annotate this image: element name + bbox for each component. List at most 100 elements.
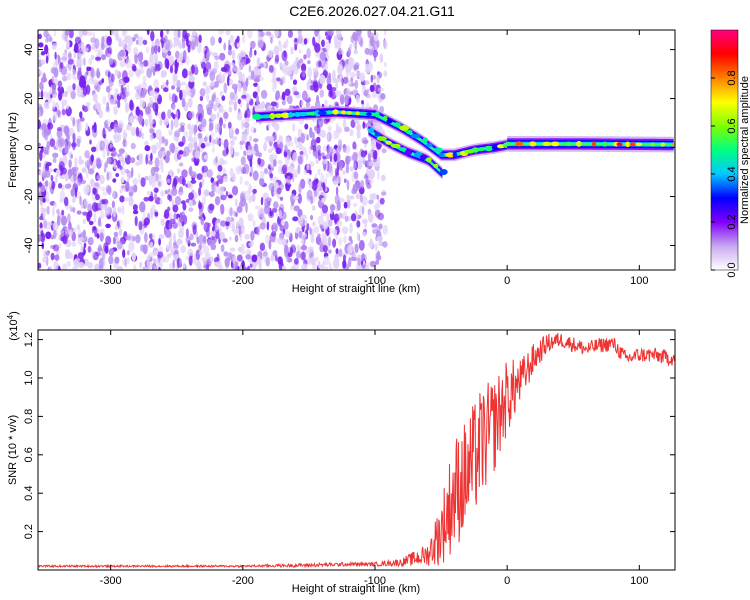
- noise-speckle: [370, 194, 376, 201]
- noise-speckle: [66, 260, 71, 268]
- y-tick-label: 1.0: [23, 370, 35, 385]
- noise-speckle: [290, 205, 293, 210]
- noise-speckle: [272, 159, 277, 167]
- noise-speckle: [171, 85, 175, 90]
- noise-speckle: [342, 76, 349, 84]
- noise-speckle: [112, 206, 117, 218]
- noise-speckle: [222, 238, 228, 243]
- noise-speckle: [303, 233, 308, 238]
- noise-speckle: [216, 112, 220, 119]
- noise-speckle: [182, 263, 186, 269]
- noise-speckle: [128, 185, 134, 197]
- noise-speckle: [285, 154, 290, 166]
- noise-speckle: [86, 31, 93, 37]
- y-tick-label: 1.2: [23, 332, 35, 347]
- noise-speckle: [156, 63, 161, 72]
- noise-speckle: [241, 94, 247, 99]
- noise-speckle: [312, 36, 316, 47]
- upper-track-peak: [452, 152, 458, 158]
- noise-speckle: [342, 170, 346, 175]
- noise-speckle: [326, 146, 334, 157]
- noise-speckle: [379, 56, 384, 62]
- noise-speckle: [173, 38, 180, 46]
- noise-speckle: [66, 39, 70, 50]
- noise-speckle: [218, 71, 223, 82]
- noise-speckle: [260, 89, 268, 99]
- noise-speckle: [63, 52, 67, 57]
- noise-speckle: [192, 30, 197, 37]
- upper-track-peak: [426, 143, 433, 148]
- noise-speckle: [111, 73, 115, 83]
- noise-speckle: [369, 84, 375, 93]
- noise-speckle: [184, 32, 190, 38]
- noise-speckle: [235, 166, 241, 175]
- noise-speckle: [265, 234, 270, 245]
- noise-speckle: [320, 173, 325, 184]
- noise-speckle: [326, 213, 330, 223]
- noise-speckle: [181, 98, 186, 108]
- noise-speckle: [204, 142, 211, 147]
- noise-speckle: [132, 235, 136, 242]
- noise-speckle: [198, 113, 203, 122]
- noise-speckle: [248, 49, 253, 58]
- noise-speckle: [247, 30, 253, 39]
- noise-speckle: [352, 183, 358, 194]
- noise-speckle: [149, 241, 154, 249]
- noise-speckle: [363, 174, 370, 180]
- stable-track-peak: [504, 141, 512, 146]
- noise-speckle: [150, 145, 157, 150]
- colorbar-tick-label: 0.0: [726, 262, 738, 277]
- noise-speckle: [150, 65, 155, 73]
- noise-speckle: [119, 91, 127, 100]
- noise-speckle: [52, 244, 60, 252]
- noise-speckle: [338, 248, 343, 258]
- noise-speckle: [270, 255, 275, 262]
- noise-speckle: [206, 93, 210, 102]
- noise-speckle: [196, 261, 202, 270]
- noise-speckle: [153, 187, 159, 193]
- noise-speckle: [138, 83, 143, 93]
- noise-speckle: [74, 36, 82, 45]
- upper-track-peak: [274, 113, 282, 118]
- noise-speckle: [254, 49, 257, 56]
- noise-speckle: [270, 146, 276, 151]
- noise-speckle: [236, 206, 243, 213]
- noise-speckle: [252, 170, 259, 181]
- noise-speckle: [292, 216, 299, 222]
- noise-speckle: [303, 54, 307, 60]
- noise-speckle: [180, 245, 187, 254]
- noise-speckle: [164, 209, 170, 220]
- noise-speckle: [249, 40, 256, 49]
- noise-speckle: [90, 146, 97, 153]
- noise-speckle: [317, 215, 324, 226]
- noise-speckle: [229, 34, 235, 43]
- lower-track-peak: [420, 154, 427, 160]
- noise-speckle: [38, 52, 42, 59]
- noise-speckle: [327, 219, 333, 227]
- noise-speckle: [282, 63, 288, 72]
- noise-speckle: [145, 46, 149, 53]
- noise-speckle: [154, 192, 158, 201]
- noise-speckle: [370, 139, 377, 149]
- stable-track-peak: [576, 140, 582, 147]
- noise-speckle: [163, 87, 169, 93]
- colorbar-ticks: 0.0 0.2 0.4 0.6 0.8: [711, 70, 738, 278]
- noise-speckle: [61, 209, 65, 216]
- noise-speckle: [91, 202, 98, 212]
- noise-speckle: [307, 60, 311, 65]
- noise-speckle: [201, 257, 207, 262]
- noise-speckle: [108, 58, 114, 65]
- stable-track-peak: [551, 141, 560, 147]
- noise-speckle: [220, 138, 224, 146]
- noise-speckle: [210, 113, 217, 121]
- noise-speckle: [225, 216, 232, 222]
- noise-speckle: [126, 250, 130, 256]
- noise-speckle: [155, 171, 159, 182]
- noise-speckle: [92, 79, 99, 87]
- noise-speckle: [175, 50, 180, 59]
- noise-speckle: [307, 66, 313, 78]
- noise-speckle: [93, 158, 97, 168]
- noise-speckle: [363, 89, 368, 97]
- noise-speckle: [340, 94, 345, 105]
- noise-speckle: [46, 33, 52, 42]
